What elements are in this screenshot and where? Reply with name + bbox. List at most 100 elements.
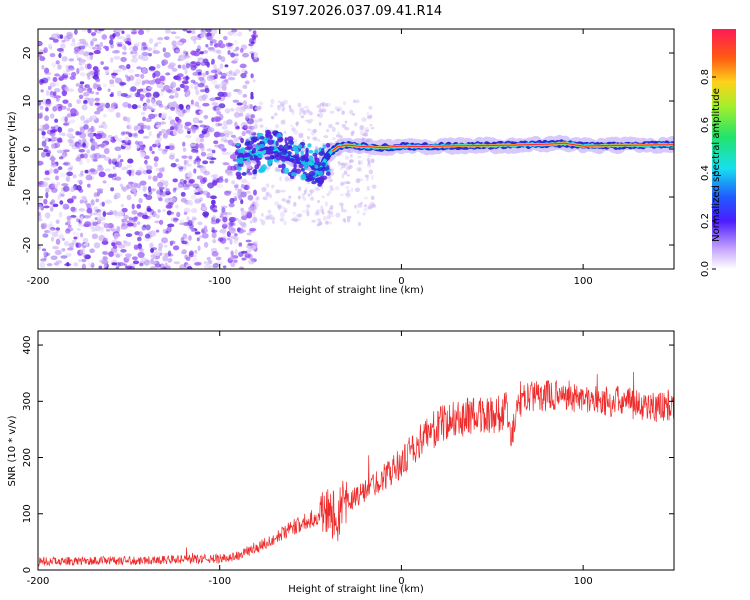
spectrogram-noise-cell — [50, 199, 56, 204]
spectrogram-noise-cell — [158, 219, 164, 225]
spectrogram-fade-cell — [298, 111, 302, 116]
spectrogram-noise-cell — [182, 51, 189, 55]
spectrogram-noise-cell — [48, 183, 56, 190]
spectrogram-fade-cell — [277, 205, 281, 211]
spectrogram-noise-cell — [247, 243, 253, 247]
spectrogram-image — [38, 29, 674, 269]
spectrogram-noise-cell — [39, 112, 44, 119]
spectrogram-noise-cell — [139, 94, 145, 100]
spectrogram-noise-cell — [150, 265, 157, 269]
spectrogram-noise-cell — [114, 134, 119, 141]
spectrogram-fade-cell — [348, 164, 353, 169]
spectrogram-fade-cell — [366, 115, 373, 120]
spectrogram-noise-cell — [221, 230, 226, 235]
spectrogram-noise-cell — [249, 205, 254, 210]
spectrogram-noise-cell — [142, 46, 148, 50]
spectrogram-noise-cell — [119, 158, 124, 163]
spectrogram-noise-cell — [186, 92, 190, 97]
spectrogram-noise-cell — [154, 43, 158, 48]
spectrogram-noise-cell — [74, 29, 78, 35]
spectrogram-fade-cell — [307, 128, 312, 132]
spectrogram-noise-cell — [58, 75, 64, 82]
spectrogram-noise-cell — [250, 73, 254, 79]
spectrogram-turbulent-cell — [321, 147, 325, 155]
spectrogram-noise-cell — [242, 52, 250, 58]
spectrogram-noise-cell — [164, 262, 168, 269]
spectrogram-noise-cell — [84, 254, 91, 260]
spectrogram-fade-cell — [316, 113, 320, 117]
spectrogram-noise-cell — [196, 160, 201, 166]
spectrogram-noise-cell — [52, 91, 57, 96]
spectrogram-noise-cell — [93, 70, 99, 77]
spectrogram-noise-cell — [177, 75, 182, 82]
spectrogram-noise-cell — [86, 149, 91, 154]
spectrogram-noise-cell — [204, 87, 210, 94]
spectrogram-noise-cell — [173, 217, 178, 223]
spectrogram-noise-cell — [188, 170, 192, 177]
spectrogram-noise-cell — [237, 189, 242, 196]
spectrogram-fade-cell — [370, 158, 375, 164]
spectrogram-turbulent-cell — [248, 149, 252, 155]
spectrogram-fade-cell — [281, 106, 286, 112]
spectrogram-fade-cell — [361, 117, 367, 123]
spectrogram-noise-cell — [121, 30, 125, 34]
spectrogram-noise-cell — [230, 52, 236, 58]
spectrogram-noise-cell — [102, 123, 108, 129]
spectrogram-noise-cell — [78, 208, 86, 212]
spectrogram-noise-cell — [172, 178, 178, 183]
spectrogram-noise-cell — [181, 240, 188, 245]
spectrogram-fade-cell — [245, 113, 251, 119]
spectrogram-fade-cell — [369, 201, 375, 207]
spectrogram-noise-cell — [150, 257, 155, 265]
spectrogram-fade-cell — [322, 212, 325, 215]
spectrogram-noise-cell — [111, 157, 119, 162]
spectrogram-noise-cell — [152, 175, 158, 182]
spectrogram-noise-cell — [77, 139, 82, 145]
spectrogram-xtick-label: -100 — [208, 276, 231, 287]
spectrogram-noise-cell — [203, 133, 211, 137]
spectrogram-noise-cell — [192, 217, 197, 221]
spectrogram-noise-cell — [102, 251, 107, 255]
spectrogram-fade-cell — [304, 119, 310, 122]
spectrogram-fade-cell — [262, 196, 268, 201]
spectrogram-noise-cell — [162, 255, 169, 262]
spectrogram-fade-cell — [341, 110, 345, 115]
spectrogram-noise-cell — [52, 38, 59, 43]
spectrogram-fade-cell — [278, 168, 282, 172]
spectrogram-noise-cell — [92, 158, 98, 162]
spectrogram-noise-cell — [202, 72, 207, 78]
spectrogram-noise-cell — [49, 129, 56, 134]
spectrogram-noise-cell — [179, 219, 185, 223]
spectrogram-noise-cell — [146, 169, 152, 174]
spectrogram-noise-cell — [146, 29, 151, 33]
spectrogram-fade-cell — [345, 185, 350, 190]
spectrogram-noise-cell — [136, 236, 142, 242]
spectrogram-noise-cell — [164, 36, 170, 41]
spectrogram-noise-cell — [221, 79, 229, 86]
spectrogram-turbulent-cell — [274, 150, 280, 158]
spectrogram-fade-cell — [306, 211, 310, 217]
spectrogram-noise-cell — [114, 192, 121, 199]
spectrogram-noise-cell — [89, 168, 96, 173]
spectrogram-noise-cell — [177, 181, 185, 188]
spectrogram-noise-cell — [202, 102, 210, 107]
spectrogram-fade-cell — [277, 204, 282, 209]
spectrogram-noise-cell — [210, 174, 218, 178]
spectrogram-noise-cell — [53, 142, 61, 149]
spectrogram-noise-cell — [83, 242, 89, 247]
spectrogram-fade-cell — [345, 194, 351, 199]
spectrogram-noise-cell — [41, 248, 47, 252]
spectrogram-noise-cell — [192, 81, 199, 85]
spectrogram-noise-cell — [141, 144, 145, 151]
spectrogram-noise-cell — [141, 111, 146, 116]
spectrogram-noise-cell — [134, 81, 140, 87]
spectrogram-noise-cell — [128, 132, 133, 138]
spectrogram-fade-cell — [319, 102, 325, 106]
spectrogram-noise-cell — [135, 245, 143, 250]
spectrogram-fade-cell — [367, 160, 371, 164]
spectrogram-noise-cell — [58, 192, 63, 198]
spectrogram-noise-cell — [91, 141, 98, 147]
colorbar-tick-label: 0.8 — [700, 69, 711, 85]
spectrogram-fade-cell — [289, 124, 294, 127]
spectrogram-turbulent-cell — [300, 155, 306, 162]
